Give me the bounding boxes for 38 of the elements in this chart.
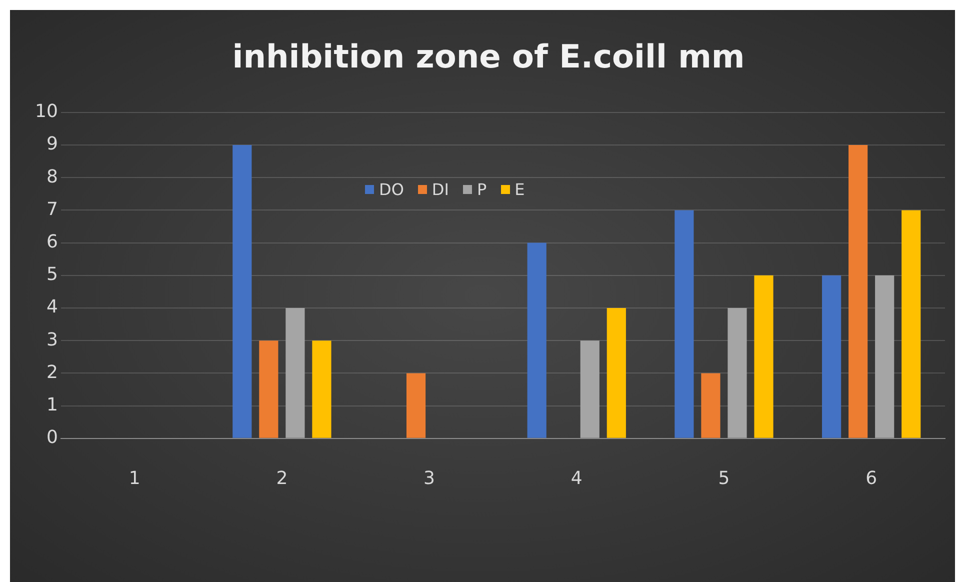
- legend-label: P: [476, 180, 487, 199]
- y-tick-label: 7: [46, 198, 58, 220]
- bar: [259, 340, 278, 438]
- y-tick-label: 9: [46, 134, 58, 155]
- bar: [848, 145, 868, 438]
- bar: [606, 308, 626, 438]
- bar: [406, 373, 426, 438]
- bar: [286, 308, 305, 438]
- chart-title: inhibition zone of E.coill mm: [232, 38, 745, 76]
- bar: [701, 373, 720, 438]
- y-tick-label: 4: [46, 296, 58, 318]
- x-tick-label: 6: [866, 468, 878, 489]
- y-tick-label: 0: [46, 427, 58, 448]
- bar: [527, 242, 546, 438]
- x-tick-label: 4: [570, 468, 582, 489]
- y-tick-label: 2: [46, 362, 58, 383]
- bar: [875, 275, 894, 438]
- bar: [674, 210, 694, 438]
- y-tick-label: 10: [35, 101, 58, 122]
- y-tick-label: 3: [46, 329, 58, 350]
- legend-label: DO: [379, 180, 404, 199]
- x-tick-label: 5: [718, 468, 730, 489]
- bar: [312, 340, 332, 438]
- y-tick-label: 1: [46, 394, 58, 416]
- bar: [232, 145, 252, 438]
- legend-label: E: [514, 180, 525, 199]
- legend-label: DI: [432, 180, 449, 199]
- y-tick-label: 6: [46, 231, 58, 252]
- x-tick-label: 3: [424, 468, 436, 489]
- bar: [580, 340, 600, 438]
- bar: [728, 308, 747, 438]
- y-tick-label: 5: [46, 264, 58, 286]
- bar: [902, 210, 921, 438]
- y-tick-label: 8: [46, 166, 58, 188]
- x-tick-label: 2: [276, 468, 288, 489]
- x-tick-label: 1: [128, 468, 140, 489]
- bar: [754, 275, 774, 438]
- bar: [822, 275, 842, 438]
